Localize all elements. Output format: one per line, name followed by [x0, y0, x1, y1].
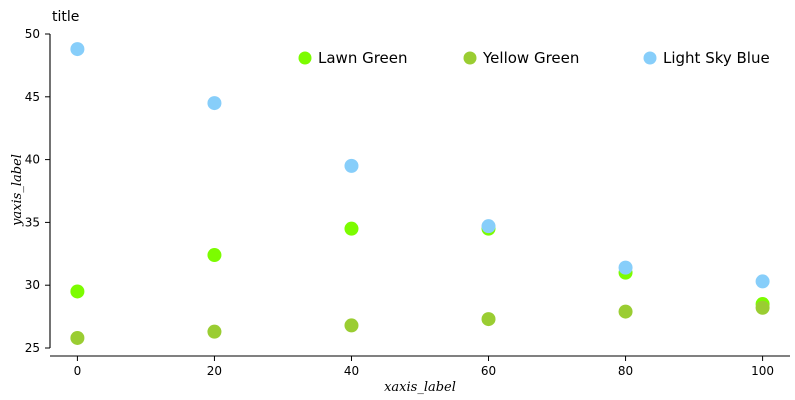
legend-label: Yellow Green [482, 49, 579, 67]
y-axis-title: yaxis_label [10, 154, 25, 227]
yellow-green-point [70, 330, 85, 345]
x-tick-label: 60 [481, 364, 496, 378]
x-axis-title: xaxis_label [384, 380, 456, 395]
x-tick-label: 0 [74, 364, 82, 378]
legend: Lawn Green Yellow Green Light Sky Blue [298, 49, 770, 67]
light-sky-blue-point [481, 219, 496, 234]
yellow-green-point [755, 300, 770, 315]
legend-item-light-sky-blue: Light Sky Blue [643, 49, 770, 67]
lawn-green-point [344, 221, 359, 236]
y-tick-label: 35 [25, 215, 40, 229]
light-sky-blue-point [755, 274, 770, 289]
lawn-green-point [207, 248, 222, 263]
series-lawn-green [70, 221, 770, 312]
legend-label: Lawn Green [318, 49, 408, 67]
legend-label: Light Sky Blue [663, 49, 770, 67]
lawn-green-point [70, 284, 85, 299]
y-tick-label: 40 [25, 153, 40, 167]
yellow-green-point [344, 318, 359, 333]
light-sky-blue-point [618, 260, 633, 275]
light-sky-blue-point [207, 96, 222, 111]
legend-marker [298, 51, 312, 65]
legend-item-lawn-green: Lawn Green [298, 49, 408, 67]
plot-area [70, 42, 770, 345]
yellow-green-point [481, 312, 496, 327]
y-tick-label: 50 [25, 27, 40, 41]
legend-marker [463, 51, 477, 65]
light-sky-blue-point [70, 42, 85, 57]
y-tick-label: 25 [25, 341, 40, 355]
yellow-green-point [618, 304, 633, 319]
legend-marker [643, 51, 657, 65]
legend-item-yellow-green: Yellow Green [463, 49, 579, 67]
y-axis-ticks: 25 30 35 40 45 50 [25, 27, 50, 355]
x-tick-label: 20 [207, 364, 222, 378]
x-axis-ticks: 0 20 40 60 80 100 [74, 356, 774, 378]
light-sky-blue-point [344, 158, 359, 173]
series-yellow-green [70, 300, 770, 345]
x-tick-label: 100 [751, 364, 774, 378]
series-light-sky-blue [70, 42, 770, 289]
chart-title: title [52, 9, 79, 25]
y-tick-label: 45 [25, 90, 40, 104]
x-tick-label: 80 [618, 364, 633, 378]
x-tick-label: 40 [344, 364, 359, 378]
y-tick-label: 30 [25, 278, 40, 292]
yellow-green-point [207, 324, 222, 339]
